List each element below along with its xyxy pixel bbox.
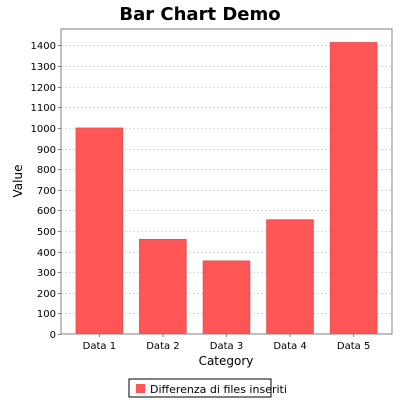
y-tick-label: 600 bbox=[37, 206, 56, 217]
bar bbox=[139, 238, 187, 335]
y-tick-label: 1200 bbox=[31, 83, 56, 94]
y-tick-label: 900 bbox=[37, 145, 56, 156]
x-tick-label: Data 4 bbox=[273, 341, 306, 352]
bar bbox=[202, 260, 251, 335]
legend: Differenza di files inseriti bbox=[128, 378, 287, 398]
bar bbox=[266, 219, 314, 335]
y-tick-label: 800 bbox=[37, 165, 56, 176]
chart-title: Bar Chart Demo bbox=[119, 4, 280, 25]
x-tick-label: Data 5 bbox=[337, 341, 370, 352]
y-tick-label: 200 bbox=[37, 289, 56, 300]
y-axis-label: Value bbox=[11, 165, 25, 198]
y-tick-label: 500 bbox=[37, 227, 56, 238]
bar bbox=[75, 127, 124, 335]
legend-entry-label: Differenza di files inseriti bbox=[150, 383, 287, 396]
bar bbox=[329, 42, 378, 335]
y-tick-label: 1400 bbox=[31, 41, 56, 52]
y-tick-label: 1000 bbox=[31, 124, 56, 135]
y-tick-label: 400 bbox=[37, 248, 56, 259]
x-tick-label: Data 3 bbox=[210, 341, 243, 352]
x-axis-label: Category bbox=[199, 354, 254, 368]
bars bbox=[75, 42, 378, 335]
y-tick-label: 1100 bbox=[31, 103, 56, 114]
y-tick-label: 300 bbox=[37, 268, 56, 279]
x-tick-label: Data 1 bbox=[83, 341, 116, 352]
legend-swatch bbox=[136, 384, 145, 393]
x-tick-label: Data 2 bbox=[146, 341, 179, 352]
y-tick-label: 1300 bbox=[31, 62, 56, 73]
y-tick-label: 700 bbox=[37, 186, 56, 197]
x-axis-ticks: Data 1 Data 2 Data 3 Data 4 Data 5 bbox=[83, 334, 370, 352]
y-tick-label: 100 bbox=[37, 309, 56, 320]
y-axis-ticks: 0 100 200 300 400 500 600 700 800 900 1000 1100 1200… bbox=[31, 41, 61, 341]
legend-box bbox=[128, 378, 272, 398]
y-tick-label: 0 bbox=[50, 330, 56, 341]
